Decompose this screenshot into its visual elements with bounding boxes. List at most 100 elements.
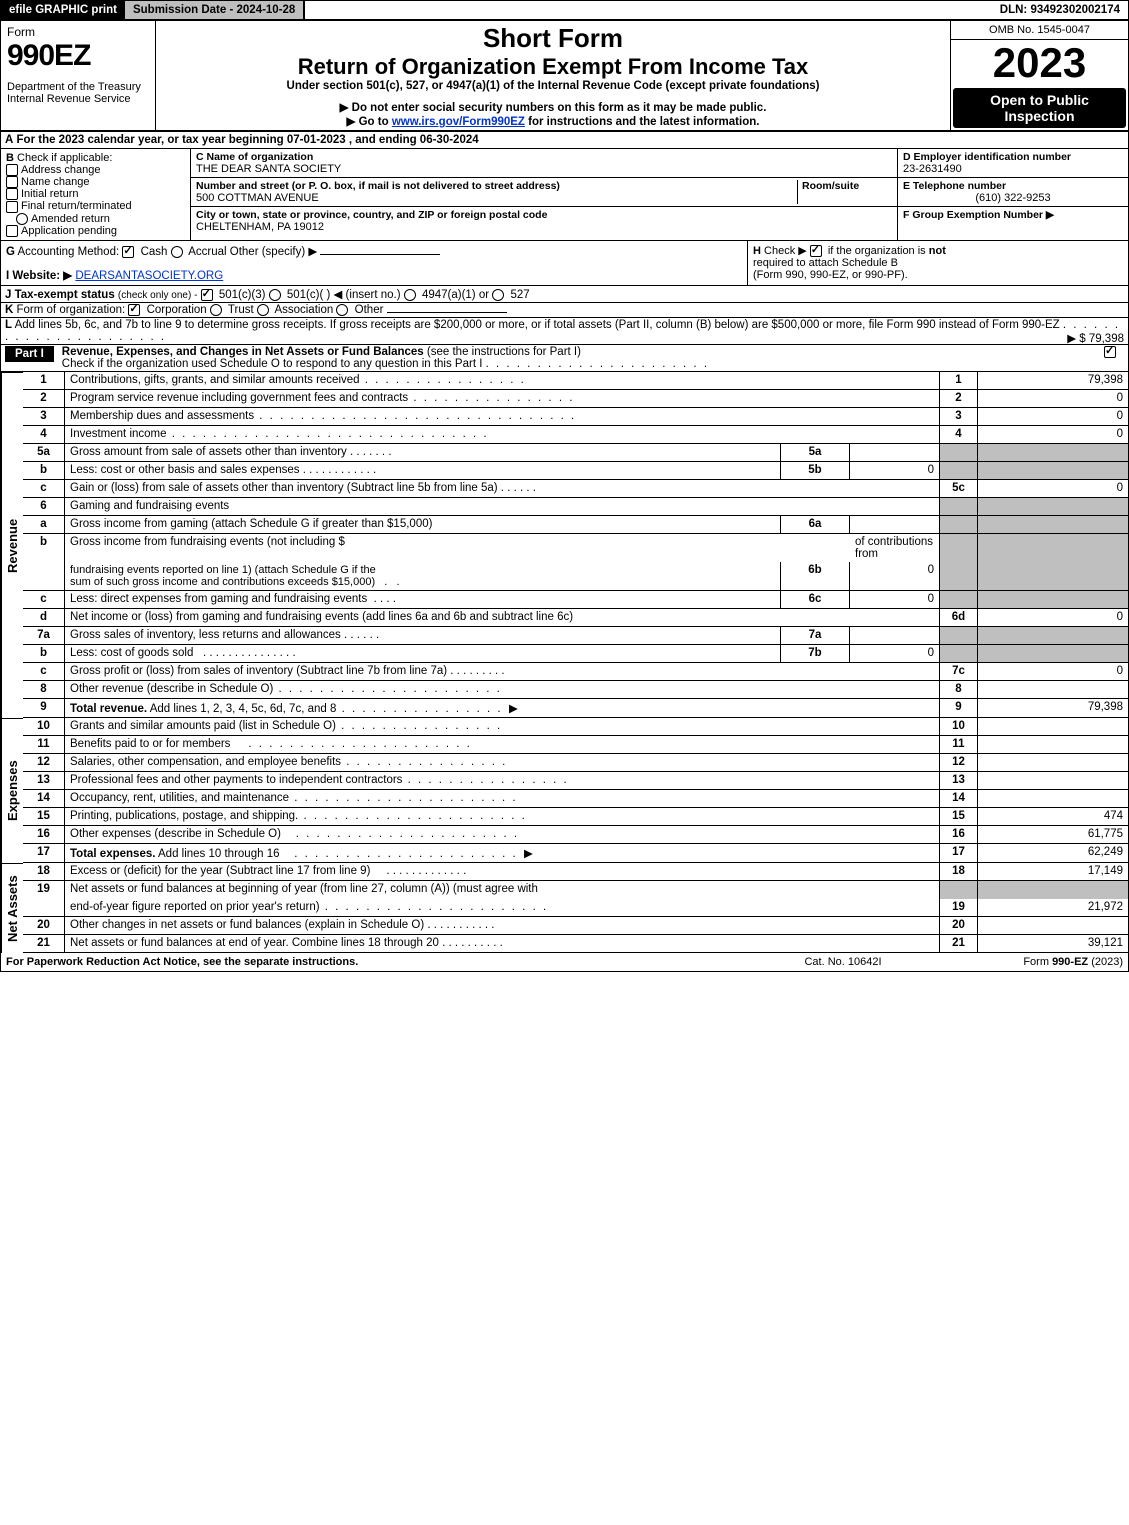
l11-amt xyxy=(978,736,1128,754)
efile-print-button[interactable]: efile GRAPHIC print xyxy=(1,1,125,19)
irs-link[interactable]: www.irs.gov/Form990EZ xyxy=(392,116,525,128)
j-4947: 4947(a)(1) or xyxy=(422,289,489,301)
l18-num: 18 xyxy=(23,863,65,881)
checkbox-final-return[interactable]: Final return/terminated xyxy=(6,200,185,212)
l5c-amt: 0 xyxy=(978,480,1128,498)
checkbox-amended[interactable]: Amended return xyxy=(6,213,185,225)
l9-num: 9 xyxy=(23,699,65,718)
l6a-mini: 6a xyxy=(780,516,850,534)
g-label: G xyxy=(6,246,15,258)
l21-num: 21 xyxy=(23,935,65,953)
l3-num: 3 xyxy=(23,408,65,426)
l17-amt: 62,249 xyxy=(978,844,1128,863)
l9-text2: Add lines 1, 2, 3, 4, 5c, 6d, 7c, and 8 xyxy=(150,703,337,715)
checkbox-corporation[interactable] xyxy=(128,304,140,316)
l20-num: 20 xyxy=(23,917,65,935)
l20-amt xyxy=(978,917,1128,935)
l13-amt xyxy=(978,772,1128,790)
l12-box: 12 xyxy=(940,754,978,772)
l2-box: 2 xyxy=(940,390,978,408)
row-a-label: A xyxy=(5,134,13,146)
l5b-shade xyxy=(940,462,978,480)
checkbox-other[interactable] xyxy=(336,304,348,316)
expenses-grid: Expenses 10 Grants and similar amounts p… xyxy=(1,718,1128,863)
l5a-mini: 5a xyxy=(780,444,850,462)
footer-center: Cat. No. 10642I xyxy=(743,956,943,968)
k-text: Form of organization: xyxy=(17,304,126,316)
l8-amt xyxy=(978,681,1128,699)
l7a-shade xyxy=(940,627,978,645)
h-text2: if the organization is xyxy=(828,245,926,257)
checkbox-application-pending[interactable]: Application pending xyxy=(6,225,185,237)
row-j: J Tax-exempt status (check only one) - 5… xyxy=(1,286,1128,303)
expenses-vlabel: Expenses xyxy=(1,718,23,863)
j-note: (check only one) - xyxy=(118,290,197,301)
checkbox-association[interactable] xyxy=(257,304,269,316)
org-ein: 23-2631490 xyxy=(903,163,1123,175)
l6d-text: Net income or (loss) from gaming and fun… xyxy=(70,611,573,623)
l5b-shade2 xyxy=(978,462,1128,480)
l6c-text: Less: direct expenses from gaming and fu… xyxy=(70,593,367,605)
l10-box: 10 xyxy=(940,718,978,736)
l7b-shade xyxy=(940,645,978,663)
topbar: efile GRAPHIC print Submission Date - 20… xyxy=(1,1,1128,21)
l2-num: 2 xyxy=(23,390,65,408)
checkbox-accrual[interactable] xyxy=(171,246,183,258)
checkbox-501c[interactable] xyxy=(269,289,281,301)
l2-amt: 0 xyxy=(978,390,1128,408)
l18-amt: 17,149 xyxy=(978,863,1128,881)
l8-num: 8 xyxy=(23,681,65,699)
l20-box: 20 xyxy=(940,917,978,935)
checkbox-cash[interactable] xyxy=(122,246,134,258)
checkbox-527[interactable] xyxy=(492,289,504,301)
checkbox-schedule-o[interactable] xyxy=(1104,346,1116,358)
l12-amt xyxy=(978,754,1128,772)
l17-box: 17 xyxy=(940,844,978,863)
l12-text: Salaries, other compensation, and employ… xyxy=(70,756,341,768)
l6c-num: c xyxy=(23,591,65,609)
checkbox-h[interactable] xyxy=(810,245,822,257)
omb-number: OMB No. 1545-0047 xyxy=(951,21,1128,40)
footer-right-bold: 990-EZ xyxy=(1052,956,1088,968)
l6-shade xyxy=(940,498,978,516)
l1-amt: 79,398 xyxy=(978,372,1128,390)
l20-text: Other changes in net assets or fund bala… xyxy=(70,919,424,931)
part-i-header: Part I Revenue, Expenses, and Changes in… xyxy=(1,345,1128,372)
l9-text: Total revenue. xyxy=(70,703,147,715)
h-text3: required to attach Schedule B xyxy=(753,257,898,269)
h-label: H xyxy=(753,245,761,257)
l5b-mini: 5b xyxy=(780,462,850,480)
l6d-box: 6d xyxy=(940,609,978,627)
l11-box: 11 xyxy=(940,736,978,754)
l5c-text: Gain or (loss) from sale of assets other… xyxy=(70,482,498,494)
l-text: Add lines 5b, 6c, and 7b to line 9 to de… xyxy=(15,319,1060,331)
c-street-label: Number and street (or P. O. box, if mail… xyxy=(196,180,797,192)
l5b-text: Less: cost or other basis and sales expe… xyxy=(70,464,300,476)
checkbox-4947[interactable] xyxy=(404,289,416,301)
goto-prefix: ▶ Go to xyxy=(347,116,389,128)
row-k: K Form of organization: Corporation Trus… xyxy=(1,303,1128,318)
checkbox-name-change[interactable]: Name change xyxy=(6,176,185,188)
l3-box: 3 xyxy=(940,408,978,426)
l5a-shade2 xyxy=(978,444,1128,462)
checkbox-address-change[interactable]: Address change xyxy=(6,164,185,176)
l6-text: Gaming and fundraising events xyxy=(70,500,229,512)
l13-num: 13 xyxy=(23,772,65,790)
website-link[interactable]: DEARSANTASOCIETY.ORG xyxy=(75,270,223,282)
l-label: L xyxy=(5,319,12,331)
checkbox-initial-return[interactable]: Initial return xyxy=(6,188,185,200)
checkbox-501c3[interactable] xyxy=(201,289,213,301)
l6d-num: d xyxy=(23,609,65,627)
l7a-mini: 7a xyxy=(780,627,850,645)
l10-amt xyxy=(978,718,1128,736)
goto-line: ▶ Go to www.irs.gov/Form990EZ for instru… xyxy=(162,114,944,128)
checkbox-trust[interactable] xyxy=(210,304,222,316)
l10-num: 10 xyxy=(23,718,65,736)
part-i-title: Revenue, Expenses, and Changes in Net As… xyxy=(62,346,424,358)
d-ein-label: D Employer identification number xyxy=(903,151,1123,163)
k-corp: Corporation xyxy=(147,304,207,316)
part-i-note: (see the instructions for Part I) xyxy=(427,346,581,358)
l7c-num: c xyxy=(23,663,65,681)
l1-box: 1 xyxy=(940,372,978,390)
col-b-text: Check if applicable: xyxy=(17,152,112,164)
